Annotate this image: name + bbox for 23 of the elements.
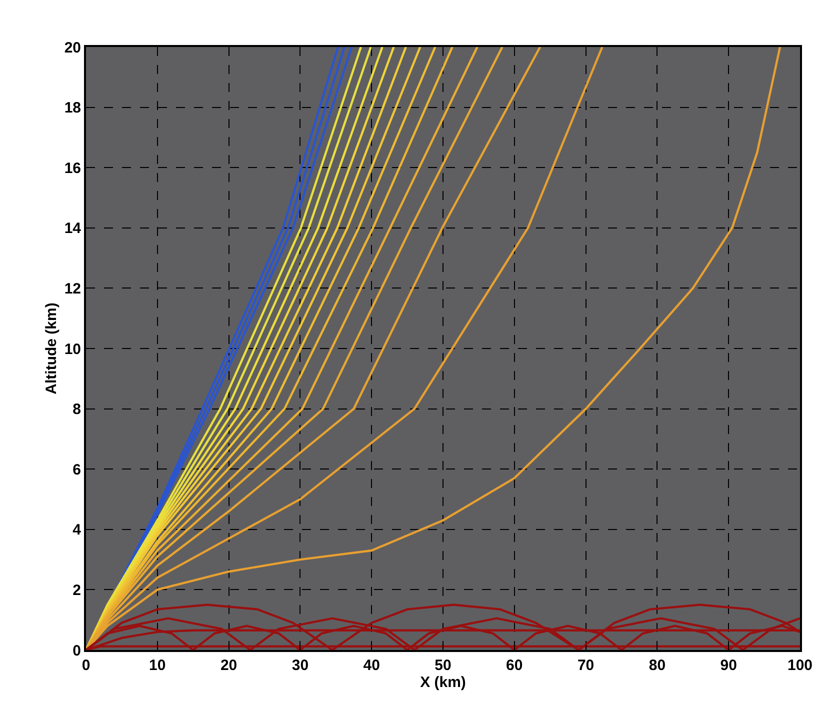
- y-tick-label: 8: [72, 401, 81, 418]
- y-tick-label: 10: [64, 340, 81, 358]
- y-tick-label: 14: [64, 220, 82, 238]
- x-tick-label: 90: [720, 657, 737, 674]
- x-tick-label: 40: [363, 657, 380, 674]
- x-tick-label: 10: [149, 657, 166, 674]
- y-tick-label: 18: [64, 100, 81, 117]
- y-tick-label: 2: [72, 582, 81, 599]
- x-axis-title: X (km): [420, 674, 466, 691]
- y-axis-title: Altitude (km): [43, 302, 60, 394]
- x-tick-label: 100: [787, 657, 813, 674]
- y-tick-label: 0: [72, 642, 81, 660]
- y-tick-label: 12: [64, 280, 81, 298]
- y-tick-label: 16: [64, 160, 81, 177]
- y-tick-label: 20: [64, 39, 81, 56]
- x-tick-label: 50: [434, 657, 452, 674]
- y-tick-label: 4: [72, 522, 82, 539]
- x-tick-label: 80: [648, 657, 666, 674]
- x-tick-label: 70: [577, 657, 594, 674]
- y-tick-label: 6: [72, 461, 81, 478]
- x-tick-label: 60: [506, 657, 523, 674]
- x-tick-label: 20: [220, 657, 238, 674]
- x-tick-label: 30: [292, 657, 309, 674]
